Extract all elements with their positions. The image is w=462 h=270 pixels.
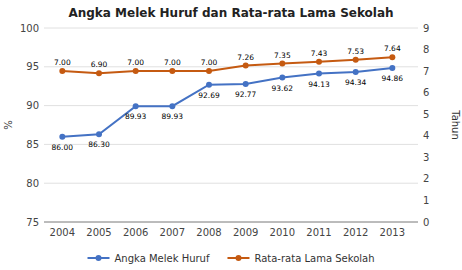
- y-tick-label: 95: [26, 61, 39, 72]
- y-tick-label: 80: [26, 178, 39, 189]
- grid-line: [44, 28, 418, 29]
- y2-tick-label: 9: [423, 23, 429, 34]
- chart: Angka Melek Huruf dan Rata-rata Lama Sek…: [0, 0, 462, 270]
- data-label: 92.69: [198, 91, 220, 100]
- data-label: 93.62: [272, 84, 294, 93]
- point: [96, 70, 102, 76]
- data-label: 7.00: [127, 58, 144, 67]
- data-label: 86.00: [52, 143, 74, 152]
- point: [316, 71, 322, 77]
- data-label: 92.77: [235, 90, 257, 99]
- x-tick-label: 2005: [86, 227, 111, 238]
- legend-label: Rata-rata Lama Sekolah: [254, 253, 374, 264]
- point: [96, 131, 102, 137]
- data-label: 7.64: [384, 44, 401, 53]
- y-tick-label: 85: [26, 139, 39, 150]
- y2-tick-label: 8: [423, 44, 429, 55]
- y2-tick-label: 3: [423, 152, 429, 163]
- data-label: 94.86: [382, 74, 404, 83]
- data-label: 7.35: [274, 51, 291, 60]
- point: [389, 54, 395, 60]
- data-label: 86.30: [88, 140, 110, 149]
- legend-marker: [235, 255, 241, 261]
- point: [316, 59, 322, 65]
- data-label: 94.13: [308, 80, 330, 89]
- y-axis-label: %: [3, 120, 14, 130]
- point: [279, 61, 285, 67]
- x-tick-label: 2008: [196, 227, 221, 238]
- x-tick-label: 2006: [123, 227, 148, 238]
- grid-line: [44, 105, 418, 106]
- y-tick-label: 90: [26, 100, 39, 111]
- y2-tick-label: 1: [423, 195, 429, 206]
- y2-tick-label: 7: [423, 66, 429, 77]
- y-tick-label: 75: [26, 217, 39, 228]
- point: [389, 65, 395, 71]
- point: [243, 81, 249, 87]
- data-label: 7.00: [201, 58, 218, 67]
- y2-tick-label: 0: [423, 217, 429, 228]
- legend-marker: [96, 255, 102, 261]
- legend-item: Angka Melek Huruf: [88, 253, 210, 264]
- y2-axis-label: Tahun: [450, 109, 461, 140]
- series-line: [62, 57, 392, 73]
- grid-line: [44, 222, 418, 223]
- point: [353, 69, 359, 75]
- y2-tick-label: 6: [423, 87, 429, 98]
- point: [133, 103, 139, 109]
- data-label: 7.53: [347, 47, 364, 56]
- x-tick-label: 2004: [50, 227, 75, 238]
- x-tick-label: 2007: [160, 227, 185, 238]
- y2-tick-label: 5: [423, 109, 429, 120]
- x-tick-label: 2013: [380, 227, 405, 238]
- point: [206, 68, 212, 74]
- x-tick-label: 2011: [306, 227, 331, 238]
- legend: Angka Melek Huruf Rata-rata Lama Sekolah: [88, 253, 375, 264]
- point: [169, 68, 175, 74]
- point: [59, 134, 65, 140]
- series-line: [62, 68, 392, 137]
- data-label: 89.93: [162, 112, 184, 121]
- data-label: 7.00: [164, 58, 181, 67]
- legend-item: Rata-rata Lama Sekolah: [227, 253, 374, 264]
- point: [243, 63, 249, 69]
- x-tick-label: 2009: [233, 227, 258, 238]
- y2-tick-label: 2: [423, 173, 429, 184]
- point: [279, 75, 285, 81]
- point: [169, 103, 175, 109]
- x-tick-label: 2012: [343, 227, 368, 238]
- x-axis-line: [44, 222, 418, 223]
- data-label: 89.93: [125, 112, 147, 121]
- data-label: 7.43: [311, 49, 328, 58]
- grid-line: [44, 183, 418, 184]
- data-labels: 86.00 86.30 89.93 89.93 92.69 92.77 93.62 94.13…: [52, 44, 404, 151]
- data-label: 7.26: [237, 53, 254, 62]
- data-label: 94.34: [345, 78, 367, 87]
- plot-area: [59, 54, 395, 139]
- legend-label: Angka Melek Huruf: [115, 253, 210, 264]
- data-label: 7.00: [54, 58, 71, 67]
- y-tick-label: 100: [20, 23, 39, 34]
- data-label: 6.90: [91, 60, 108, 69]
- x-tick-label: 2010: [270, 227, 295, 238]
- y2-tick-label: 4: [423, 130, 429, 141]
- point: [353, 57, 359, 63]
- point: [133, 68, 139, 74]
- point: [59, 68, 65, 74]
- title: Angka Melek Huruf dan Rata-rata Lama Sek…: [68, 6, 393, 20]
- point: [206, 82, 212, 88]
